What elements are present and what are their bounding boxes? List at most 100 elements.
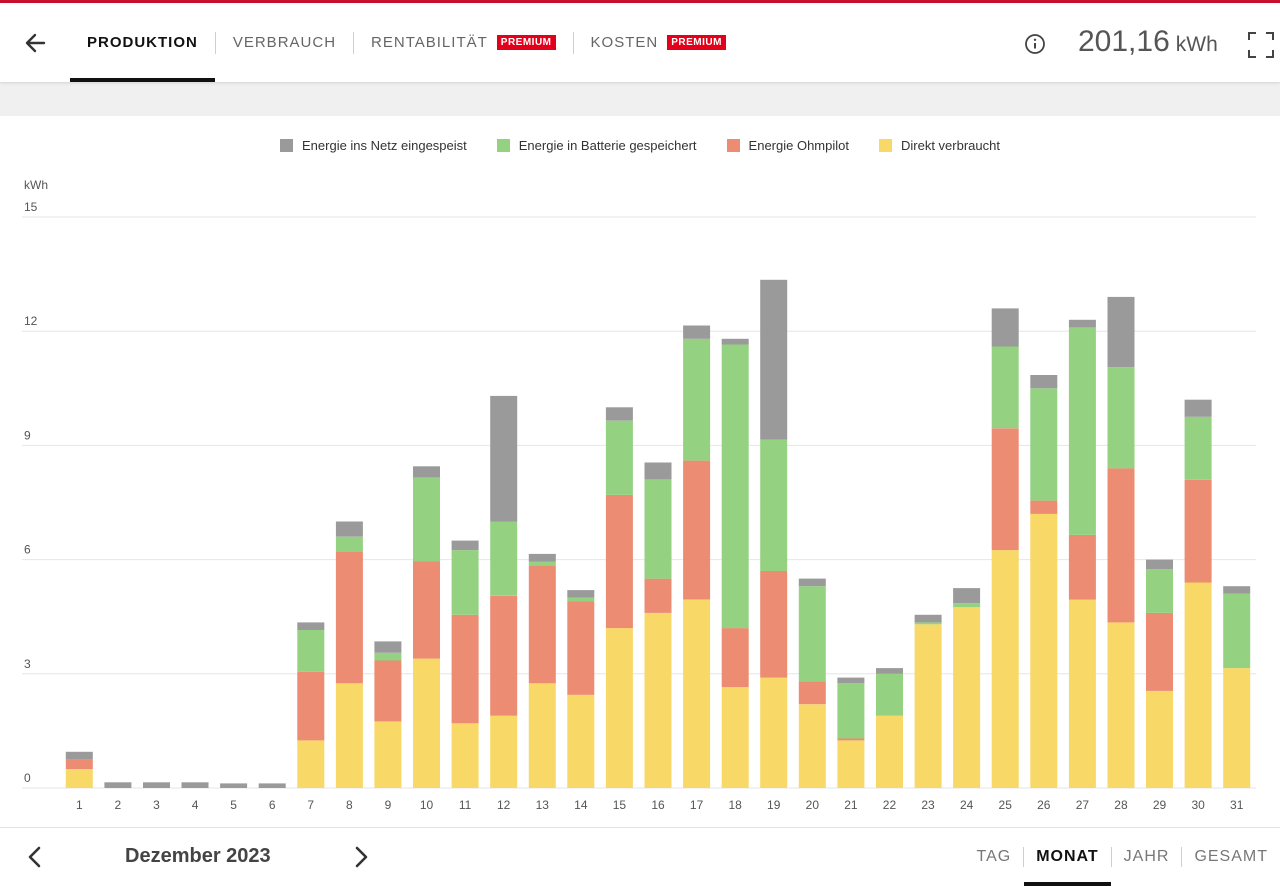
legend-item-direct[interactable]: Direkt verbraucht <box>879 138 1000 153</box>
bar-segment <box>914 622 942 625</box>
bar-segment <box>490 715 518 788</box>
chart-legend: Energie ins Netz eingespeist Energie in … <box>0 138 1280 153</box>
bar-segment <box>644 462 672 480</box>
bar-segment <box>837 677 865 684</box>
bar-segment <box>644 612 672 788</box>
bar-segment <box>567 597 595 602</box>
tab-label: VERBRAUCH <box>232 34 337 51</box>
x-tick-label: 6 <box>269 798 276 812</box>
bar-segment <box>991 346 1019 429</box>
bar-segment <box>374 660 402 722</box>
x-tick-label: 7 <box>307 798 314 812</box>
legend-item-grid-feed[interactable]: Energie ins Netz eingespeist <box>280 138 467 153</box>
bar-segment <box>837 738 865 741</box>
bar-segment <box>1030 500 1058 514</box>
arrow-left-icon <box>25 33 46 53</box>
x-tick-label: 25 <box>999 798 1013 812</box>
tab-label: KOSTEN <box>590 34 659 51</box>
bar-segment <box>374 652 402 661</box>
bar-segment <box>760 677 788 788</box>
bar-segment <box>490 595 518 716</box>
bar-segment <box>721 344 749 629</box>
bar-segment <box>683 460 711 600</box>
bar-segment <box>528 565 556 684</box>
range-divider <box>1023 847 1025 867</box>
x-tick-label: 21 <box>844 798 858 812</box>
bar-segment <box>258 783 286 788</box>
y-tick-label: 12 <box>24 314 38 328</box>
bar-segment <box>605 420 633 495</box>
legend-label: Energie in Batterie gespeichert <box>518 138 697 153</box>
bar-segment <box>1068 327 1096 535</box>
range-tab-jahr[interactable]: JAHR <box>1112 828 1182 886</box>
bar-segment <box>451 614 479 724</box>
x-tick-label: 19 <box>767 798 781 812</box>
fullscreen-button[interactable] <box>1247 31 1275 59</box>
bar-segment <box>490 521 518 596</box>
bar-segment <box>297 622 325 630</box>
bar-segment <box>1068 319 1096 328</box>
top-accent-bar <box>0 0 1280 3</box>
bar-segment <box>760 279 788 440</box>
bar-segment <box>1223 586 1251 594</box>
bar-segment <box>1107 296 1135 368</box>
tab-rentabilitaet[interactable]: RENTABILITÄT PREMIUM <box>354 3 572 82</box>
bar-segment <box>1146 559 1173 570</box>
bar-segment <box>1107 622 1135 788</box>
range-tab-gesamt[interactable]: GESAMT <box>1182 828 1280 886</box>
x-tick-label: 5 <box>230 798 237 812</box>
bar-segment <box>104 782 132 788</box>
bar-segment <box>683 599 711 788</box>
bar-segment <box>413 466 440 478</box>
bar-segment <box>798 578 826 587</box>
previous-period-button[interactable] <box>22 844 48 870</box>
footer-bar: Dezember 2023 TAG MONAT JAHR GESAMT <box>0 827 1280 886</box>
bar-segment <box>1068 534 1096 600</box>
bar-segment <box>914 614 942 623</box>
y-tick-label: 15 <box>24 200 38 214</box>
legend-item-ohmpilot[interactable]: Energie Ohmpilot <box>726 138 849 153</box>
bar-segment <box>1146 690 1173 788</box>
bar-segment <box>953 603 981 608</box>
bar-segment <box>1030 513 1058 788</box>
bar-segment <box>413 658 440 788</box>
range-tab-monat[interactable]: MONAT <box>1024 828 1112 886</box>
x-tick-label: 29 <box>1153 798 1167 812</box>
bar-segment <box>953 588 981 604</box>
premium-badge: PREMIUM <box>667 35 726 50</box>
tab-verbrauch[interactable]: VERBRAUCH <box>216 3 353 82</box>
chevron-left-icon <box>28 846 41 868</box>
y-tick-label: 6 <box>24 543 31 557</box>
tab-produktion[interactable]: PRODUKTION <box>70 3 215 82</box>
bar-segment <box>1146 612 1173 691</box>
x-tick-label: 13 <box>536 798 550 812</box>
x-tick-label: 23 <box>921 798 935 812</box>
total-unit: kWh <box>1175 33 1218 56</box>
bar-segment <box>567 694 595 788</box>
tab-divider <box>572 31 574 54</box>
info-button[interactable] <box>1024 33 1046 55</box>
legend-label: Direkt verbraucht <box>901 138 1000 153</box>
bar-segment <box>413 477 440 562</box>
next-period-button[interactable] <box>348 844 374 870</box>
bar-segment <box>335 536 363 552</box>
bar-segment <box>798 681 826 705</box>
back-button[interactable] <box>22 29 50 57</box>
x-tick-label: 31 <box>1230 798 1244 812</box>
tab-kosten[interactable]: KOSTEN PREMIUM <box>574 3 743 82</box>
x-tick-label: 1 <box>76 798 83 812</box>
y-tick-label: 9 <box>24 428 31 442</box>
range-tab-label: TAG <box>976 848 1012 865</box>
bar-segment <box>490 395 518 522</box>
x-tick-label: 3 <box>153 798 160 812</box>
bar-segment <box>991 308 1019 347</box>
range-tab-tag[interactable]: TAG <box>964 828 1023 886</box>
bar-segment <box>683 325 711 339</box>
legend-item-battery[interactable]: Energie in Batterie gespeichert <box>496 138 697 153</box>
total-energy: 201,16 kWh <box>1078 25 1218 59</box>
y-axis-unit: kWh <box>24 178 48 192</box>
range-tab-label: MONAT <box>1036 848 1099 865</box>
bar-segment <box>1030 388 1058 501</box>
main-tabs: PRODUKTION VERBRAUCH RENTABILITÄT PREMIU… <box>70 3 743 82</box>
x-tick-label: 28 <box>1114 798 1128 812</box>
